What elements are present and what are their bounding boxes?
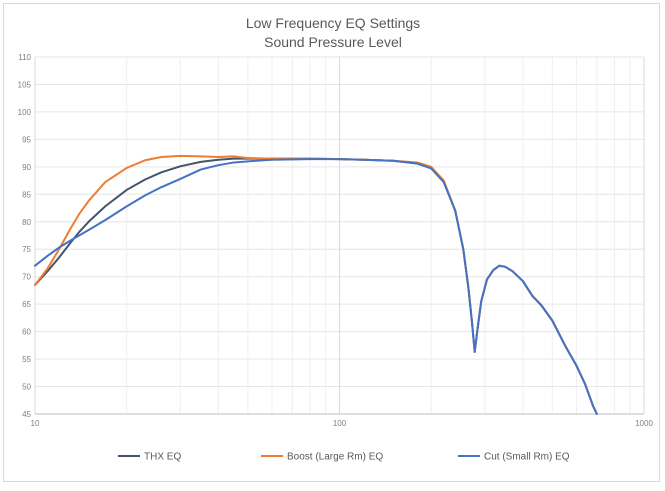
y-tick-label: 65 — [22, 300, 31, 309]
y-tick-label: 110 — [18, 53, 31, 62]
legend-label: Cut (Small Rm) EQ — [484, 452, 570, 463]
legend-label: Boost (Large Rm) EQ — [287, 452, 383, 463]
y-tick-label: 90 — [22, 163, 31, 172]
x-tick-label: 100 — [333, 419, 347, 428]
y-tick-label: 55 — [22, 355, 31, 364]
legend-label: THX EQ — [144, 452, 181, 463]
y-tick-label: 70 — [22, 273, 31, 282]
y-tick-label: 50 — [22, 383, 31, 392]
y-tick-label: 45 — [22, 410, 31, 419]
y-tick-label: 105 — [18, 80, 32, 89]
y-tick-label: 100 — [18, 108, 32, 117]
chart-title: Low Frequency EQ Settings — [246, 15, 420, 31]
series-line-2 — [34, 158, 598, 415]
chart-subtitle: Sound Pressure Level — [264, 34, 402, 50]
chart-svg: Low Frequency EQ Settings Sound Pressure… — [18, 15, 654, 463]
y-tick-label: 60 — [22, 328, 31, 337]
y-tick-label: 80 — [22, 218, 31, 227]
series-layer — [34, 154, 598, 415]
axis-layer: 45 50 55 60 65 70 75 80 85 90 95 100 105 110 10 100 1000 — [18, 53, 654, 428]
y-tick-label: 75 — [22, 245, 31, 254]
y-tick-label: 95 — [22, 135, 31, 144]
grid-layer — [34, 56, 645, 415]
chart-frame: Low Frequency EQ Settings Sound Pressure… — [3, 3, 660, 482]
x-tick-label: 1000 — [635, 419, 653, 428]
series-line-0 — [34, 157, 598, 415]
legend: THX EQ Boost (Large Rm) EQ Cut (Small Rm) … — [118, 452, 570, 463]
x-tick-label: 10 — [31, 419, 40, 428]
y-tick-label: 85 — [22, 190, 31, 199]
